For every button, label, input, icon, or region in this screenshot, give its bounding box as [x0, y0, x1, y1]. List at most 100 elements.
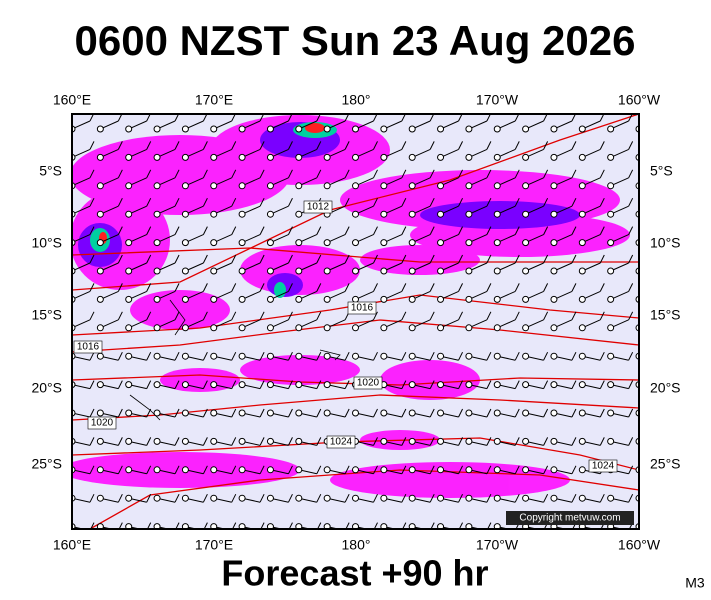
barb-feather [429, 226, 435, 235]
barb-feather [458, 169, 463, 179]
barb-feather [146, 522, 152, 529]
barb-station [352, 324, 359, 332]
barb-station [493, 494, 501, 502]
barb-station [210, 437, 218, 445]
barb-feather [146, 351, 152, 361]
barb-station [238, 210, 246, 218]
barb-station [522, 437, 530, 445]
barb-feather [628, 465, 634, 475]
barb-feather [543, 283, 549, 292]
barb-feather [514, 283, 520, 292]
barb-staff [638, 413, 639, 414]
barb-station [408, 352, 416, 360]
barb-station [607, 295, 615, 303]
barb-feather [89, 283, 95, 292]
barb-station [125, 153, 133, 161]
barb-station [380, 267, 388, 275]
barb-feather [599, 437, 605, 446]
barb-station [153, 239, 161, 247]
barb-feather [202, 283, 208, 292]
barb-feather [401, 226, 407, 235]
barb-staff [638, 298, 639, 300]
barb-station [210, 409, 218, 417]
barb-station [522, 352, 530, 360]
barb-station [578, 352, 586, 360]
barb-feather [316, 493, 322, 503]
barb-feather [117, 311, 123, 321]
barb-feather [571, 254, 577, 264]
barb-station [380, 239, 388, 247]
barb-feather [599, 311, 605, 321]
barb-feather [430, 522, 435, 529]
barb-station [352, 267, 359, 275]
barb-station [323, 125, 331, 133]
barb-feather [89, 254, 95, 264]
barb-feather [543, 465, 549, 475]
barb-station [352, 494, 359, 502]
barb-station [380, 466, 388, 474]
barb-feather [203, 522, 208, 529]
barb-feather [231, 197, 237, 207]
barb-station [493, 466, 501, 474]
barb-station [465, 182, 473, 190]
barb-station [210, 295, 218, 303]
barb-feather [373, 169, 378, 179]
barb-feather [89, 226, 95, 235]
barb-station [153, 267, 161, 275]
barb-feather [259, 169, 265, 179]
barb-station [96, 125, 104, 133]
isobar-label: 1024 [330, 437, 353, 448]
barb-station [238, 153, 246, 161]
barb-station [493, 153, 501, 161]
barb-feather [429, 493, 435, 503]
barb-station [408, 466, 416, 474]
barb-feather [117, 169, 123, 179]
barb-station [96, 437, 104, 445]
barb-station [437, 466, 445, 474]
barb-station [210, 324, 218, 332]
barb-staff [638, 356, 639, 357]
barb-station [437, 381, 445, 389]
barb-feather [117, 197, 123, 207]
barb-station [578, 494, 586, 502]
barb-station [550, 381, 558, 389]
barb-feather [316, 169, 322, 179]
barb-station [295, 437, 303, 445]
copyright: Copyright metvuw.com [519, 513, 620, 524]
barb-feather [429, 408, 435, 418]
barb-station [181, 239, 189, 247]
barb-feather [316, 351, 322, 361]
barb-station [153, 494, 161, 502]
barb-feather [657, 113, 661, 121]
barb-feather [458, 437, 463, 446]
barb-feather [174, 226, 180, 235]
barb-station [352, 182, 359, 190]
barb-station [408, 409, 416, 417]
barb-station [210, 352, 218, 360]
barb-station [352, 125, 359, 133]
lon-label-top: 160°E [53, 92, 91, 108]
barb-station [550, 125, 558, 133]
barb-station [493, 324, 501, 332]
isobar-label-box [303, 200, 333, 214]
barb-station [295, 239, 303, 247]
barb-feather [458, 254, 463, 264]
isobar-label-box [326, 435, 356, 449]
barb-feather [316, 311, 322, 321]
barb-station [578, 267, 586, 275]
barb-station [380, 210, 388, 218]
barb-station [607, 494, 615, 502]
barb-station [266, 352, 274, 360]
barb-feather [344, 169, 350, 179]
barb-station [465, 437, 473, 445]
lon-label-top: 170°E [195, 92, 233, 108]
barb-station [550, 267, 558, 275]
barb-station [522, 466, 530, 474]
barb-station [408, 324, 416, 332]
barb-station [153, 523, 161, 529]
barb-station [181, 324, 189, 332]
barb-feather [231, 437, 237, 446]
barb-station [323, 381, 331, 389]
barb-feather [288, 351, 293, 361]
barb-station [266, 381, 274, 389]
